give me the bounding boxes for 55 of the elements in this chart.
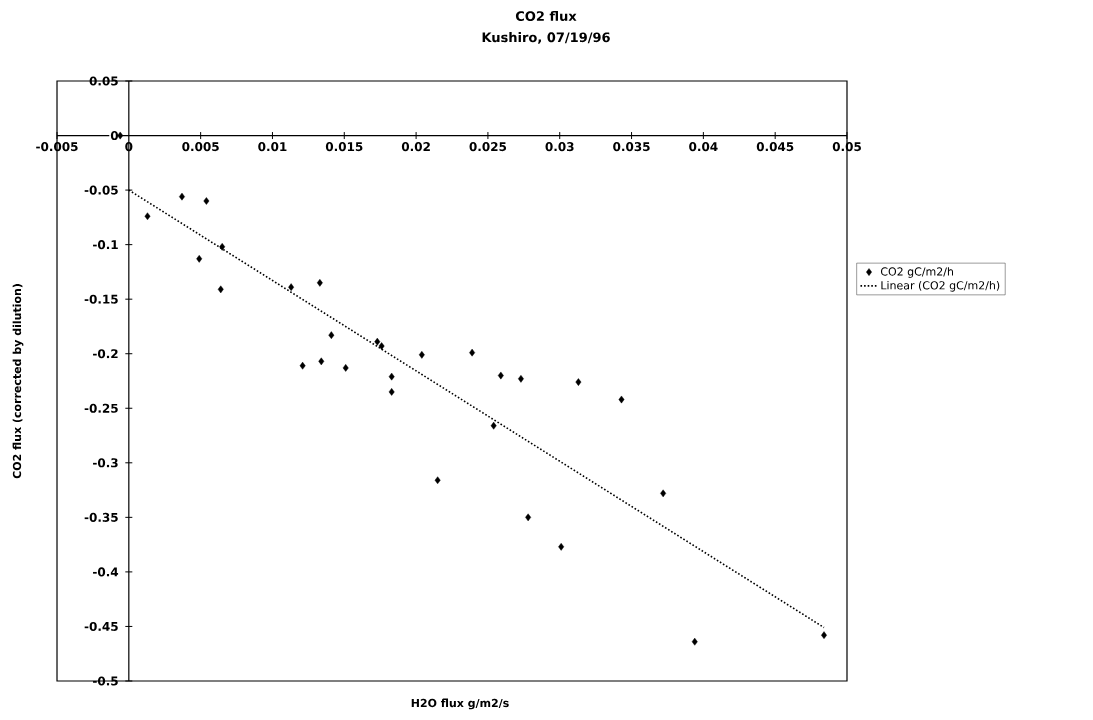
point (618, 395, 625, 404)
x-tick-label: 0.035 (613, 142, 650, 152)
legend-label: Linear (CO2 gC/m2/h) (881, 280, 1000, 292)
point (525, 513, 532, 522)
x-tick-label: 0.01 (258, 142, 287, 152)
x-tick-label: 0.015 (325, 142, 363, 152)
point (219, 243, 226, 251)
point (342, 364, 349, 372)
point (418, 351, 425, 359)
point (288, 283, 295, 291)
y-tick-label: -0.4 (93, 567, 119, 577)
point (518, 375, 524, 383)
y-tick-label: -0.1 (93, 240, 118, 250)
x-tick-label: 0.03 (545, 142, 574, 152)
x-tick-label: 0.045 (756, 142, 794, 152)
point (374, 337, 381, 346)
y-tick-label: -0.05 (84, 185, 118, 195)
chart-subtitle: Kushiro, 07/19/96 (482, 32, 610, 44)
x-tick-label: 0.005 (182, 142, 219, 152)
point (299, 361, 306, 370)
y-tick-label: -0.45 (84, 621, 118, 631)
y-tick-label: -0.5 (93, 676, 118, 686)
point (660, 489, 667, 498)
x-axis-title: H2O flux g/m2/s (411, 698, 509, 710)
x-tick-label: 0.025 (469, 142, 507, 152)
y-tick-label: -0.25 (84, 403, 118, 413)
point (691, 637, 698, 646)
point (316, 279, 323, 287)
y-tick-label: -0.15 (84, 294, 118, 304)
point (203, 197, 210, 205)
point (378, 342, 385, 350)
point (469, 348, 476, 357)
x-tick-label: 0.04 (689, 142, 718, 152)
point (318, 357, 325, 366)
y-tick-label: -0.35 (84, 512, 118, 522)
chart-title: CO2 flux (515, 10, 577, 22)
point (144, 212, 151, 221)
y-tick-label: 0 (110, 131, 119, 141)
point (558, 543, 565, 551)
y-tick-label: -0.2 (93, 349, 118, 359)
y-axis-title: CO2 flux (corrected by dilution) (12, 284, 24, 479)
point (821, 631, 827, 639)
x-tick-label: 0.02 (401, 142, 430, 152)
point (490, 421, 497, 430)
point (196, 255, 203, 263)
point (388, 372, 395, 381)
y-tick-label: 0.05 (89, 76, 118, 86)
y-tick-label: -0.3 (93, 458, 118, 468)
point (434, 476, 441, 485)
point (388, 388, 395, 396)
point (497, 371, 504, 380)
point (575, 378, 582, 386)
legend-label: CO2 gC/m2/h (880, 267, 953, 278)
point (217, 285, 224, 294)
point (328, 331, 335, 339)
